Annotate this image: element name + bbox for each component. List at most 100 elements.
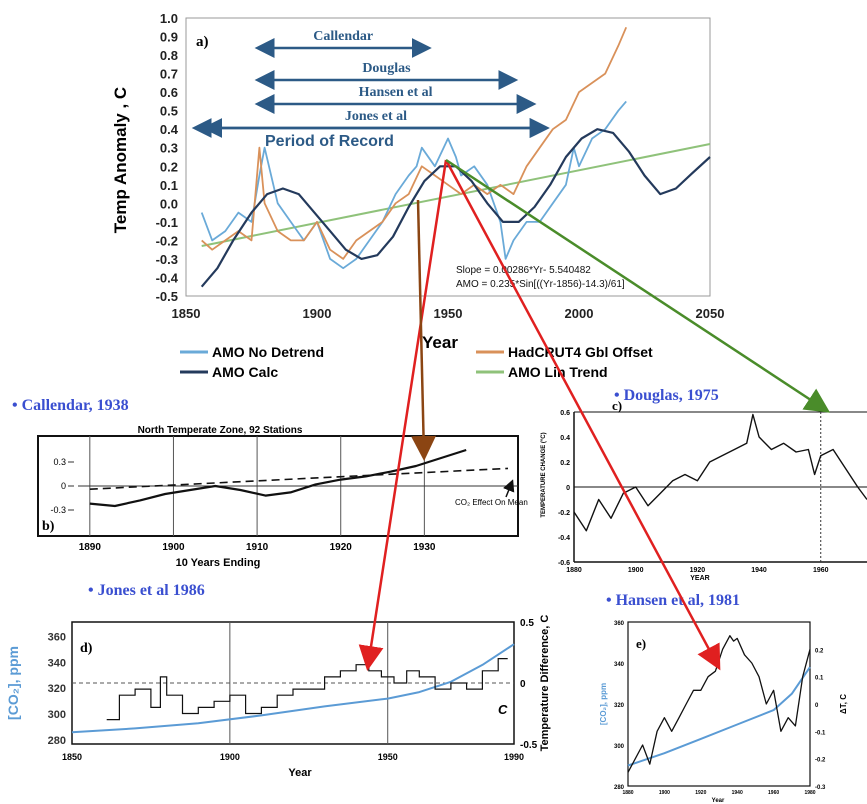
- y-tick-label: 0.6: [160, 85, 178, 100]
- x-tick-label: 1990: [504, 752, 524, 762]
- y-tick-label-right: 0.2: [815, 648, 824, 654]
- legend-lin-trend: AMO Lin Trend: [508, 364, 608, 380]
- y-tick-label-left: 360: [48, 631, 66, 643]
- co2-line: [627, 666, 811, 767]
- amo-annotation: AMO = 0.235*Sin[((Yr-1856)-14.3)/61]: [456, 279, 625, 290]
- panel-a-ylabel: Temp Anomaly , C: [111, 87, 130, 233]
- co2-effect-line: [89, 467, 509, 490]
- series-line-hadcrut4-gbl-offset: [201, 26, 628, 260]
- x-tick-label: 1850: [62, 752, 82, 762]
- panel-e-label: e): [636, 636, 646, 651]
- y-tick-label: 0.4: [560, 435, 570, 442]
- y-tick-label: -0.3: [50, 505, 66, 515]
- y-tick-label: -0.5: [156, 289, 178, 304]
- panel-b-label: b): [42, 519, 55, 534]
- y-tick-label: -0.2: [156, 233, 178, 248]
- panel-d-label: d): [80, 641, 93, 656]
- arrow-to-douglas: [445, 158, 831, 413]
- y-tick-label: 0.4: [160, 122, 179, 137]
- x-tick-label: 2000: [565, 306, 594, 321]
- y-tick-label-right: 0.1: [815, 676, 824, 682]
- panel-e-ylabel-left: [CO₂], ppm: [599, 683, 608, 725]
- y-tick-label-left: 340: [48, 657, 66, 669]
- panel-d: • Jones et al 1986 360 340 320 300 280 0.5 0 -0…: [5, 582, 551, 779]
- panel-a-xlabel: Year: [422, 333, 458, 352]
- panel-d-curve-label: C: [498, 702, 508, 717]
- y-tick-label: 0: [566, 485, 570, 492]
- panel-c-ylabel: TEMPERATURE CHANGE (°C): [541, 432, 547, 517]
- y-tick-label: -0.1: [156, 215, 178, 230]
- y-tick-label: 0.0: [160, 196, 178, 211]
- panel-c: • Douglas, 1975 0.6 0.4 0.2 0 -0.2 -0.4 -0.618…: [541, 387, 867, 582]
- y-tick-label-right: 0: [815, 703, 819, 709]
- x-tick-label: 1940: [732, 790, 743, 796]
- period-label: Jones et al: [345, 109, 407, 124]
- y-tick-label-right: 0.5: [520, 618, 534, 629]
- y-tick-label-left: 300: [614, 744, 625, 750]
- y-tick-label: 0.8: [160, 48, 178, 63]
- legend-amo-no-detrend: AMO No Detrend: [212, 344, 324, 360]
- y-tick-label: -0.4: [156, 270, 179, 285]
- y-tick-label: -0.4: [558, 535, 570, 542]
- y-tick-label-left: 320: [614, 703, 625, 709]
- x-tick-label: 1920: [330, 542, 353, 553]
- y-tick-label-right: -0.2: [815, 758, 826, 764]
- slope-annotation: Slope = 0.00286*Yr- 5.540482: [456, 265, 591, 276]
- y-tick-label-right: -0.5: [520, 740, 538, 751]
- period-label: Period of Record: [265, 133, 394, 150]
- x-tick-label: 1960: [813, 567, 829, 574]
- x-tick-label: 1900: [628, 567, 644, 574]
- panel-c-label: c): [612, 398, 622, 413]
- arrow-to-callendar: [411, 199, 437, 461]
- y-tick-label-right: 0: [520, 679, 526, 690]
- co2-line: [71, 643, 515, 734]
- y-tick-label: 0.3: [53, 457, 66, 467]
- co2-effect-label: CO₂ Effect On Mean: [455, 498, 528, 507]
- y-tick-label-left: 360: [614, 621, 625, 627]
- arrow-to-jones: [358, 159, 448, 671]
- panel-d-ylabel-left: [CO₂], ppm: [5, 646, 21, 720]
- period-label: Douglas: [362, 61, 411, 76]
- legend-hadcrut: HadCRUT4 Gbl Offset: [508, 344, 653, 360]
- period-label: Callendar: [313, 29, 373, 44]
- y-tick-label: 0.1: [160, 178, 178, 193]
- series-line-amo-lin-trend: [201, 143, 711, 247]
- panel-e-ylabel-right: ΔT, C: [839, 694, 848, 714]
- x-tick-label: 1900: [162, 542, 185, 553]
- x-tick-label: 1920: [690, 567, 706, 574]
- y-tick-label: 0.5: [160, 104, 178, 119]
- x-tick-label: 2050: [696, 306, 725, 321]
- jones-source-title: • Jones et al 1986: [88, 582, 205, 599]
- panel-e-xlabel: Year: [712, 798, 725, 804]
- y-tick-label: 0.9: [160, 30, 178, 45]
- x-tick-label: 1980: [804, 790, 815, 796]
- y-tick-label: 1.0: [160, 11, 178, 26]
- temperature-change-line: [573, 413, 867, 532]
- y-tick-label: -0.6: [558, 560, 570, 567]
- x-tick-label: 1880: [566, 567, 582, 574]
- arrow-to-hansen: [444, 159, 721, 671]
- x-tick-label: 1900: [220, 752, 240, 762]
- x-tick-label: 1950: [378, 752, 398, 762]
- y-tick-label-right: -0.3: [815, 785, 826, 791]
- x-tick-label: 1900: [659, 790, 670, 796]
- co2-effect-arrow: [503, 479, 515, 498]
- panel-c-xlabel: YEAR: [690, 575, 709, 582]
- y-tick-label: -0.2: [558, 510, 570, 517]
- panel-b-title: North Temperate Zone, 92 Stations: [138, 425, 303, 436]
- x-tick-label: 1960: [768, 790, 779, 796]
- y-tick-label: 0.6: [560, 410, 570, 417]
- x-tick-label: 1850: [172, 306, 201, 321]
- y-tick-label-left: 280: [48, 735, 66, 747]
- panel-d-ylabel-right: Temperature Difference, C: [539, 615, 551, 752]
- x-tick-label: 1900: [303, 306, 332, 321]
- x-tick-label: 1930: [413, 542, 436, 553]
- series-line-amo-no-detrend: [200, 100, 627, 270]
- hansen-source-title: • Hansen et al, 1981: [606, 592, 740, 609]
- y-tick-label: 0.7: [160, 67, 178, 82]
- temperature-line: [627, 635, 811, 773]
- connector-arrows: [358, 158, 831, 671]
- panel-a-label: a): [196, 34, 209, 50]
- callendar-source-title: • Callendar, 1938: [12, 397, 129, 414]
